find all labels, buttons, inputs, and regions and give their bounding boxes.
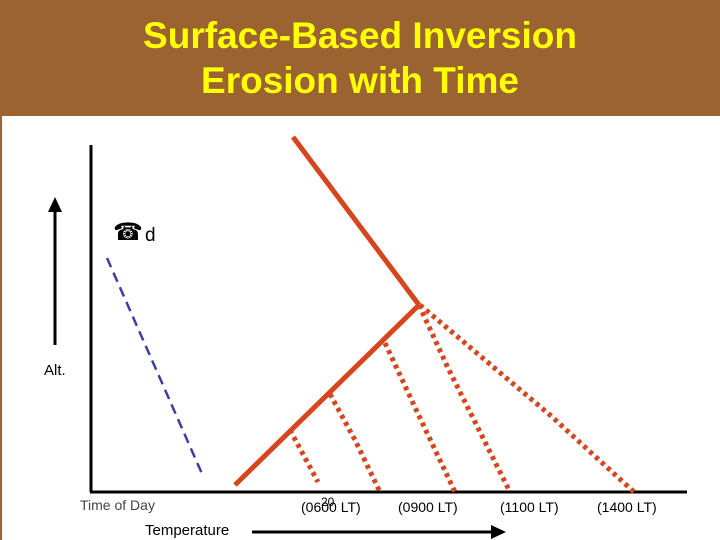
profile-0900-low-segment [287, 428, 321, 484]
profile-0600-dotted [416, 303, 513, 494]
title-bar: Surface-Based Inversion Erosion with Tim… [0, 0, 720, 116]
temperature-label: Temperature [145, 522, 230, 539]
dry-adiabat-line [105, 257, 205, 477]
time-label-0600: (0600 LT) [301, 499, 361, 515]
altitude-label: Alt. [44, 362, 66, 379]
inversion-layer-line [233, 303, 421, 487]
time-of-day-label: Time of Day [80, 497, 155, 513]
page-number: 20 [321, 495, 335, 509]
gamma-subscript: d [145, 225, 156, 246]
upper-lapse-line [291, 135, 421, 307]
time-label-0900: (0900 LT) [398, 499, 458, 515]
temperature-arrow-head [491, 525, 506, 539]
altitude-arrow-head [48, 197, 62, 212]
profile-1100-dotted [382, 341, 458, 494]
time-label-1400: (1400 LT) [597, 499, 657, 515]
time-label-1100: (1100 LT) [500, 499, 559, 515]
gamma-icon: ☎ [113, 218, 143, 246]
profile-1400-dotted [418, 303, 636, 494]
title-line-2: Erosion with Time [201, 60, 519, 101]
profile-0900-dotted [327, 392, 383, 494]
left-border [0, 116, 2, 540]
title-line-1: Surface-Based Inversion [143, 15, 577, 56]
